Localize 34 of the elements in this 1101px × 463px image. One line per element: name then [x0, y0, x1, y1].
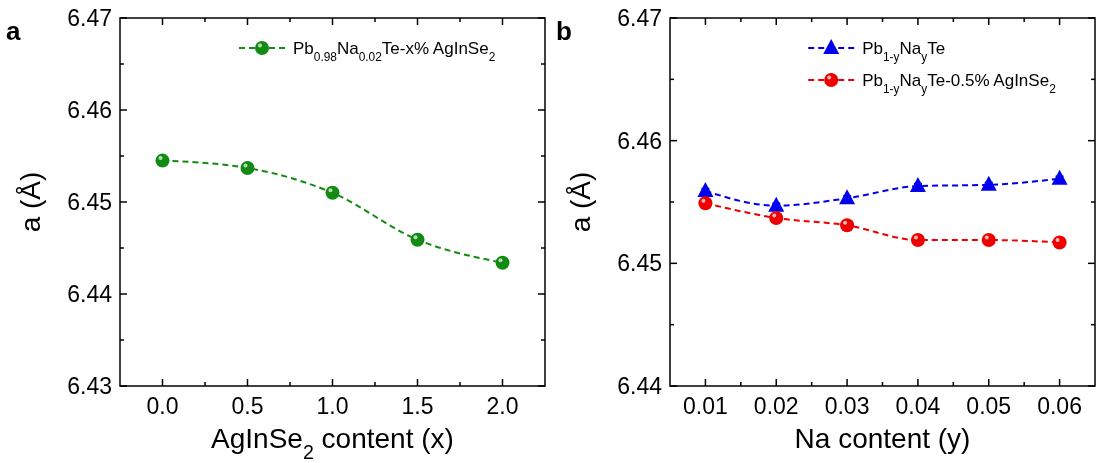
- y-tick-label: 6.44: [67, 281, 113, 307]
- x-tick-label: 1.0: [316, 393, 349, 419]
- y-tick-label: 6.47: [617, 5, 662, 31]
- x-axis-title: Na content (y): [794, 423, 971, 454]
- point: [495, 255, 510, 270]
- x-tick-label: 0.04: [895, 393, 941, 419]
- y-tick-label: 6.43: [67, 373, 112, 399]
- y-tick-label: 6.46: [67, 97, 112, 123]
- x-tick-label: 0.06: [1037, 393, 1082, 419]
- point: [240, 160, 255, 175]
- point: [325, 185, 340, 200]
- x-tick-label: 0.0: [146, 393, 179, 419]
- x-tick-label: 0.01: [683, 393, 728, 419]
- legend-label: Pb$_{1-y}$Na$_{y}$Te: [862, 39, 946, 64]
- y-axis-title: a (Å): [15, 171, 46, 233]
- chart-title: b: [556, 16, 572, 46]
- point: [155, 153, 170, 168]
- legend-label: Pb$_{0.98}$Na$_{0.02}$Te-x% AgInSe$_{2}$: [293, 39, 496, 64]
- y-axis-title: a (Å): [565, 171, 596, 233]
- y-tick-label: 6.44: [617, 373, 663, 399]
- x-tick-label: 0.05: [966, 393, 1012, 419]
- y-tick-label: 6.46: [617, 127, 662, 154]
- chart-title: a: [6, 16, 21, 46]
- x-tick-label: 2.0: [486, 393, 519, 419]
- y-tick-label: 6.45: [617, 250, 662, 277]
- y-tick-label: 6.45: [67, 189, 112, 215]
- y-tick-label: 6.47: [67, 5, 112, 31]
- x-tick-label: 0.03: [824, 393, 870, 419]
- x-tick-label: 0.02: [753, 393, 799, 419]
- point: [410, 232, 425, 247]
- x-tick-label: 0.5: [231, 393, 264, 419]
- x-tick-label: 1.5: [401, 393, 434, 419]
- legend-label: Pb$_{1-y}$Na$_{y}$Te-0.5% AgInSe$_{2}$: [862, 71, 1057, 96]
- x-axis-title: AgInSe$_{2}$ content (x): [211, 423, 454, 463]
